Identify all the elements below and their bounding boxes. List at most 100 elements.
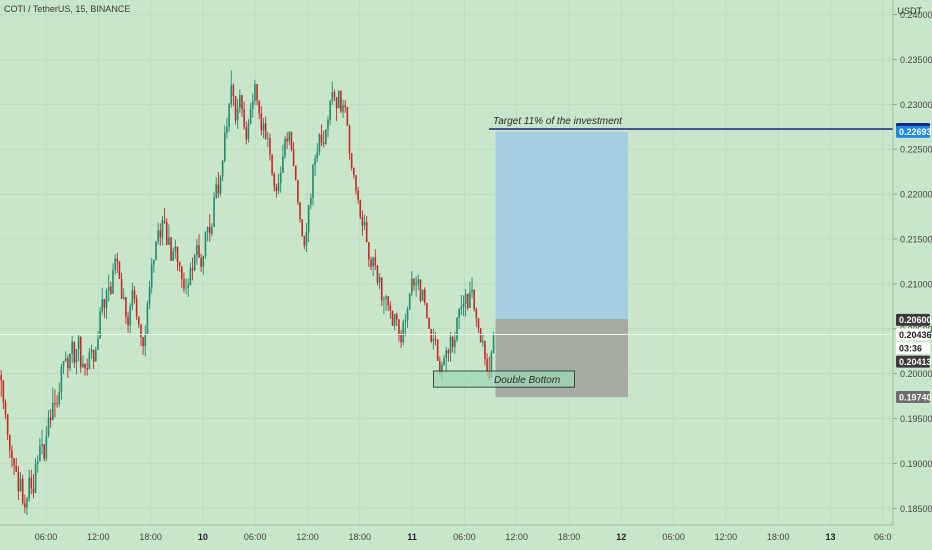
candle-body — [52, 402, 54, 421]
time-tick-label: 06:00 — [453, 532, 476, 542]
candle-body — [479, 328, 482, 343]
candle-body — [421, 289, 424, 301]
candle-body — [411, 278, 413, 294]
candle-body — [159, 230, 162, 238]
candle-body — [4, 402, 7, 415]
candle-body — [243, 109, 245, 128]
candle-body — [344, 105, 346, 107]
candle-body — [183, 279, 185, 289]
price-tag — [896, 355, 930, 368]
candle-body — [404, 320, 407, 323]
candle-body — [204, 232, 207, 256]
price-tag-label: 0.19740 — [899, 392, 932, 402]
candle-body — [251, 100, 254, 110]
price-tick-label: 0.18500 — [900, 504, 932, 514]
candle-body — [447, 350, 450, 354]
candle-body — [370, 259, 372, 267]
candle-body — [101, 299, 104, 312]
target-line-label: Target 11% of the investment — [493, 116, 623, 127]
candle-body — [337, 90, 340, 109]
time-tick-label: 06:00 — [662, 532, 685, 542]
candle-body — [206, 227, 209, 233]
price-axis-background — [893, 0, 932, 550]
candle-body — [189, 268, 192, 286]
candle-body — [346, 106, 349, 126]
candle-body — [39, 445, 41, 462]
candle-body — [458, 309, 460, 318]
candle-body — [56, 403, 58, 405]
candle-body — [118, 261, 121, 280]
candle-body — [90, 349, 93, 353]
time-tick-label: 12:00 — [505, 532, 528, 542]
candle-body — [406, 309, 409, 321]
candle-body — [484, 340, 486, 359]
candle-body — [11, 450, 13, 459]
candle-body — [41, 444, 43, 446]
candle-body — [129, 306, 131, 326]
candle-body — [58, 392, 61, 404]
candle-body — [99, 311, 101, 339]
candle-body — [357, 190, 359, 200]
candle-body — [318, 134, 321, 152]
target-zone[interactable] — [495, 131, 628, 320]
candle-body — [350, 153, 353, 168]
candle-body — [290, 131, 293, 150]
candle-body — [258, 100, 260, 114]
candle-body — [260, 113, 263, 131]
candle-body — [331, 91, 334, 101]
candle-body — [456, 317, 458, 340]
time-tick-label: 12:00 — [296, 532, 319, 542]
candle-body — [221, 160, 224, 177]
candle-body — [376, 265, 379, 283]
candle-body — [327, 119, 329, 130]
candle-body — [45, 436, 48, 459]
price-axis[interactable]: 0.24000 0.23500 0.23000 0.22500 0.22000 0.215… — [892, 0, 932, 550]
candle-body — [67, 358, 69, 369]
candle-body — [133, 290, 136, 299]
candle-body — [267, 138, 269, 139]
candle-body — [114, 258, 116, 270]
candle-body — [469, 292, 471, 308]
position-zones[interactable] — [495, 131, 628, 398]
candle-body — [73, 341, 76, 363]
time-tick-label: 18:00 — [767, 532, 790, 542]
candle-body — [236, 107, 239, 121]
candle-body — [441, 364, 443, 373]
price-tag-label: 0.20413 — [899, 357, 932, 367]
candle-body — [84, 363, 86, 369]
candle-body — [21, 478, 24, 504]
candle-body — [234, 96, 237, 121]
candle-body — [340, 90, 342, 112]
candle-body — [157, 230, 159, 242]
time-axis[interactable]: 06:00 12:00 18:00 10 06:00 12:00 18:00 11 06:00 1… — [0, 524, 932, 550]
candle-body — [217, 184, 220, 194]
candle-body — [279, 172, 282, 184]
time-tick-label: 06:00 — [244, 532, 267, 542]
time-tick-label: 06:0 — [874, 532, 892, 542]
candle-body — [226, 126, 228, 133]
candle-body — [30, 477, 33, 489]
candle-body — [355, 175, 357, 191]
price-tag — [896, 328, 930, 341]
candle-body — [146, 303, 149, 335]
candle-body — [34, 464, 37, 494]
candle-body — [380, 277, 383, 301]
candle-body — [320, 134, 323, 143]
candle-body — [353, 167, 355, 176]
candle-body — [477, 318, 480, 329]
candle-body — [245, 127, 248, 140]
candle-body — [307, 204, 310, 233]
candle-body — [92, 349, 95, 362]
time-tick-label: 18:00 — [349, 532, 372, 542]
candle-body — [2, 380, 5, 403]
double-bottom-box[interactable] — [433, 370, 575, 388]
candle-body — [116, 258, 119, 262]
candle-body — [60, 366, 63, 393]
candle-body — [436, 339, 439, 362]
candle-body — [443, 358, 445, 365]
candle-body — [310, 197, 312, 205]
candle-body — [135, 298, 138, 317]
time-axis-background — [0, 525, 932, 550]
candle-body — [389, 305, 392, 311]
